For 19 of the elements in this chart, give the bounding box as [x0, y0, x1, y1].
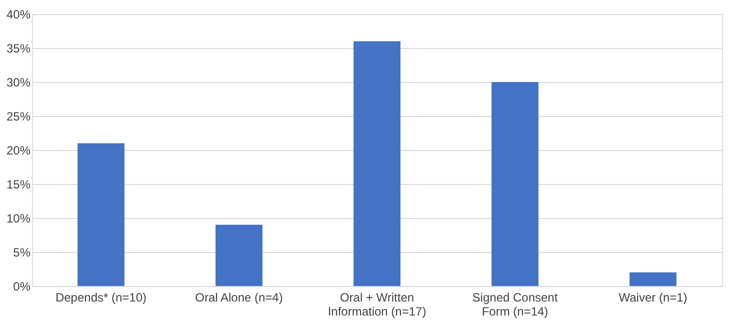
y-tick-label: 40% [6, 8, 31, 22]
y-tick-label: 15% [6, 178, 31, 192]
x-tick-label: Depends* (n=10) [55, 290, 147, 304]
x-tick-label: Oral Alone (n=4) [195, 290, 283, 304]
bar [216, 224, 262, 286]
y-tick-label: 0% [13, 280, 31, 294]
y-tick-label: 5% [13, 246, 31, 260]
y-tick-label: 10% [6, 212, 31, 226]
bar [492, 82, 538, 286]
x-tick-label: Oral + Written Information (n=17) [328, 290, 426, 318]
y-tick-label: 35% [6, 42, 31, 56]
y-tick-label: 25% [6, 110, 31, 124]
bar [630, 272, 676, 286]
x-tick-label: Signed Consent Form (n=14) [472, 290, 558, 318]
bar [354, 41, 400, 286]
bar [78, 143, 124, 286]
y-tick-label: 20% [6, 144, 31, 158]
x-tick-label: Waiver (n=1) [618, 290, 688, 304]
y-tick-label: 30% [6, 76, 31, 90]
